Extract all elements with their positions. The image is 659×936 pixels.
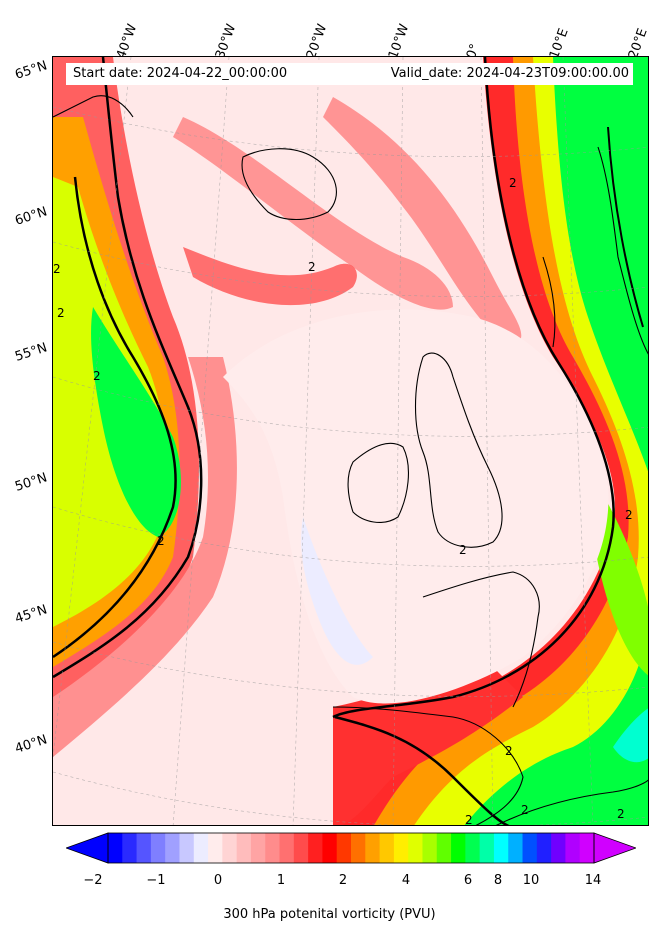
contour-label: 2 [57, 306, 65, 320]
iceland-coast [241, 148, 337, 220]
colorbar-cell [108, 833, 123, 863]
contour-label: 2 [157, 534, 165, 548]
colorbar-cell [136, 833, 152, 863]
contour-label: 2 [93, 369, 101, 383]
colorbar [66, 832, 636, 864]
greenland-coast [53, 95, 134, 118]
colorbar-cell [122, 833, 138, 863]
north-africa-coast [495, 779, 648, 825]
contour-label: 2 [521, 803, 529, 817]
colorbar-cell [222, 833, 238, 863]
pv-field-svg: 2 2 2 2 2 2 2 2 2 2 2 2 [53, 57, 648, 826]
france-coast [422, 571, 540, 708]
colorbar-tick: 0 [213, 873, 223, 888]
pv-streak-north-3 [323, 97, 522, 347]
pv-contour-east [332, 57, 615, 719]
colorbar-cell [351, 833, 366, 863]
colorbar-cell [193, 833, 209, 863]
contour-label: 2 [625, 508, 633, 522]
contour-label: 2 [465, 813, 473, 826]
pv-contour-west-outer [53, 57, 203, 679]
colorbar-cell [265, 833, 281, 863]
contour-label: 2 [505, 744, 513, 758]
colorbar-tick: 6 [463, 873, 473, 888]
pv-band-west-green [91, 307, 181, 537]
colorbar-cell [565, 833, 581, 863]
colorbar-cell [465, 833, 481, 863]
lat-label-55n: 55°N [13, 340, 50, 365]
colorbar-outline [107, 832, 595, 864]
colorbar-cell [250, 833, 266, 863]
contour-label: 2 [308, 260, 316, 274]
colorbar-tick: 8 [493, 873, 503, 888]
pv-streak-north-2 [183, 247, 357, 306]
contour-label: 2 [53, 262, 61, 276]
colorbar-cell [179, 833, 195, 863]
colorbar-cell [479, 833, 495, 863]
colorbar-cell [422, 833, 438, 863]
pv-contour-south [334, 715, 510, 825]
lat-label-65n: 65°N [13, 58, 50, 83]
lat-label-60n: 60°N [13, 204, 50, 229]
lat-label-45n: 45°N [13, 602, 50, 627]
colorbar-cell [522, 833, 538, 863]
start-date-label: Start date: 2024-04-22_00:00:00 [73, 66, 288, 81]
colorbar-extend-left [66, 832, 109, 864]
colorbar-cell [336, 833, 352, 863]
pv-trough-east-lime [593, 477, 648, 676]
colorbar-extend-right [593, 832, 636, 864]
colorbar-cell [579, 833, 595, 863]
ireland-coast [347, 442, 409, 523]
colorbar-tick: −1 [146, 873, 166, 888]
colorbar-cell [365, 833, 381, 863]
valid-date-label: Valid_date: 2024-04-23T09:00:00.00 [390, 66, 629, 81]
colorbar-label: 300 hPa potenital vorticity (PVU) [223, 907, 436, 922]
scandinavia-coast-2 [542, 256, 556, 348]
lat-label-40n: 40°N [13, 732, 50, 757]
colorbar-tick: 1 [276, 873, 286, 888]
graticule [53, 57, 648, 825]
colorbar-cell [322, 833, 338, 863]
colorbar-cell [279, 833, 295, 863]
colorbar-cell [150, 833, 166, 863]
scandinavia-coast [597, 146, 648, 355]
colorbar-cell [493, 833, 509, 863]
contour-label: 2 [617, 807, 625, 821]
colorbar-cell [165, 833, 180, 863]
colorbar-tick: 14 [584, 873, 602, 888]
iberia-coast [332, 706, 524, 825]
colorbar-cell [308, 833, 323, 863]
colorbar-cell [451, 833, 466, 863]
contour-label: 2 [509, 176, 517, 190]
colorbar-cell [208, 833, 223, 863]
pv-trough-east-cyan [613, 708, 648, 763]
britain-coast [414, 352, 503, 548]
pv-map: 2 2 2 2 2 2 2 2 2 2 2 2 [52, 56, 649, 826]
colorbar-cell [436, 833, 452, 863]
colorbar-cell [536, 833, 552, 863]
colorbar-cell [236, 833, 252, 863]
pv-contour-east-strip [607, 126, 644, 328]
pv-streak-north-1 [173, 117, 453, 310]
pv-contour-west [53, 176, 177, 659]
map-header: Start date: 2024-04-22_00:00:00 Valid_da… [66, 63, 633, 85]
pv-interior-lavender [301, 517, 373, 665]
colorbar-tick: 2 [338, 873, 348, 888]
colorbar-cell [551, 833, 566, 863]
colorbar-tick: 4 [401, 873, 411, 888]
contour-label: 2 [459, 543, 467, 557]
pv-trough-east-green [464, 57, 648, 825]
colorbar-cell [379, 833, 395, 863]
pv-band-west-pink [53, 357, 237, 757]
colorbar-cell [408, 833, 423, 863]
colorbar-cell [508, 833, 524, 863]
contour-labels: 2 2 2 2 2 2 2 2 2 2 2 2 [53, 176, 633, 826]
lat-label-50n: 50°N [13, 470, 50, 495]
colorbar-tick: −2 [83, 873, 103, 888]
colorbar-cell [393, 833, 409, 863]
colorbar-cells [108, 833, 595, 863]
coastlines [53, 95, 648, 825]
colorbar-tick: 10 [522, 873, 540, 888]
colorbar-cell [293, 833, 309, 863]
